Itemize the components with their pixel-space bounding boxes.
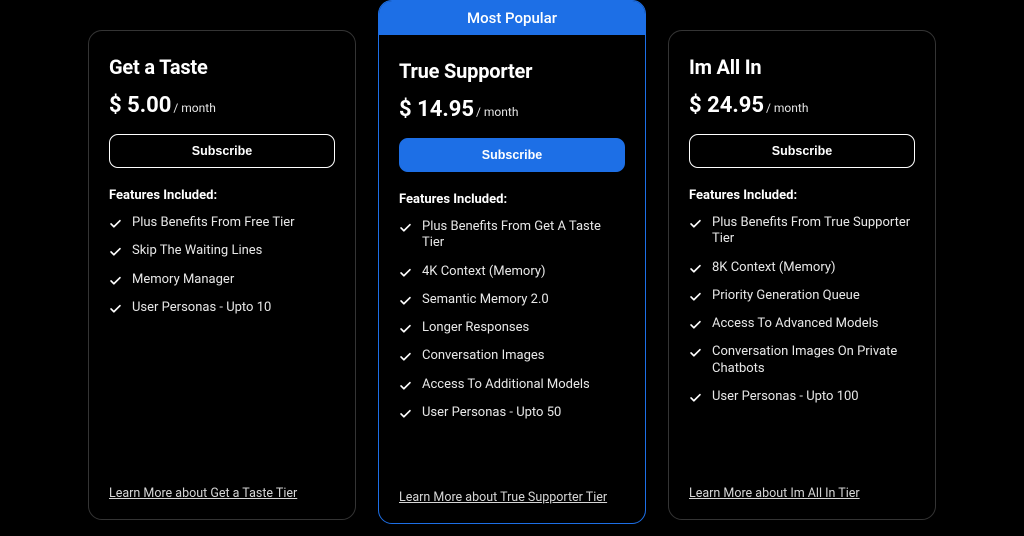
feature-list: Plus Benefits From Free Tier Skip The Wai… [109, 215, 335, 316]
feature-item: Plus Benefits From True Supporter Tier [689, 215, 915, 248]
subscribe-button[interactable]: Subscribe [689, 134, 915, 168]
features-heading: Features Included: [399, 192, 625, 207]
tier-price: $ 24.95 [689, 93, 764, 118]
feature-text: Access To Advanced Models [712, 316, 879, 332]
feature-item: User Personas - Upto 100 [689, 389, 915, 405]
feature-item: Semantic Memory 2.0 [399, 292, 625, 308]
most-popular-badge: Most Popular [379, 1, 645, 35]
price-row: $ 5.00 / month [109, 93, 335, 118]
feature-text: Plus Benefits From Get A Taste Tier [422, 219, 625, 252]
check-icon [399, 266, 412, 279]
feature-item: Access To Additional Models [399, 377, 625, 393]
feature-text: Conversation Images [422, 348, 545, 364]
tier-price: $ 5.00 [109, 93, 171, 118]
pricing-card-im-all-in: Im All In $ 24.95 / month Subscribe Feat… [668, 30, 936, 520]
feature-text: Longer Responses [422, 320, 529, 336]
tier-period: / month [173, 101, 215, 115]
price-row: $ 24.95 / month [689, 93, 915, 118]
feature-item: Longer Responses [399, 320, 625, 336]
check-icon [109, 302, 122, 315]
check-icon [109, 217, 122, 230]
subscribe-button[interactable]: Subscribe [399, 138, 625, 172]
feature-text: Skip The Waiting Lines [132, 243, 262, 259]
feature-item: Priority Generation Queue [689, 288, 915, 304]
feature-item: User Personas - Upto 10 [109, 300, 335, 316]
check-icon [689, 318, 702, 331]
feature-item: Skip The Waiting Lines [109, 243, 335, 259]
subscribe-button[interactable]: Subscribe [109, 134, 335, 168]
check-icon [399, 221, 412, 234]
check-icon [689, 290, 702, 303]
feature-item: Access To Advanced Models [689, 316, 915, 332]
tier-period: / month [476, 105, 518, 119]
check-icon [399, 350, 412, 363]
pricing-card-get-a-taste: Get a Taste $ 5.00 / month Subscribe Fea… [88, 30, 356, 520]
feature-text: User Personas - Upto 100 [712, 389, 859, 405]
tier-price: $ 14.95 [399, 97, 474, 122]
check-icon [689, 346, 702, 359]
feature-text: Conversation Images On Private Chatbots [712, 344, 915, 377]
feature-text: 4K Context (Memory) [422, 264, 546, 280]
check-icon [109, 274, 122, 287]
check-icon [689, 217, 702, 230]
feature-text: Memory Manager [132, 272, 234, 288]
check-icon [399, 379, 412, 392]
feature-list: Plus Benefits From Get A Taste Tier 4K Co… [399, 219, 625, 421]
price-row: $ 14.95 / month [399, 97, 625, 122]
check-icon [399, 294, 412, 307]
check-icon [689, 262, 702, 275]
feature-text: Plus Benefits From Free Tier [132, 215, 295, 231]
feature-item: 4K Context (Memory) [399, 264, 625, 280]
feature-item: User Personas - Upto 50 [399, 405, 625, 421]
learn-more-link[interactable]: Learn More about True Supporter Tier [399, 470, 625, 505]
tier-title: Get a Taste [109, 55, 335, 79]
feature-text: Plus Benefits From True Supporter Tier [712, 215, 915, 248]
features-heading: Features Included: [689, 188, 915, 203]
feature-item: 8K Context (Memory) [689, 260, 915, 276]
check-icon [689, 391, 702, 404]
feature-text: Semantic Memory 2.0 [422, 292, 549, 308]
tier-period: / month [766, 101, 808, 115]
pricing-card-true-supporter: Most Popular True Supporter $ 14.95 / mo… [378, 0, 646, 524]
learn-more-link[interactable]: Learn More about Get a Taste Tier [109, 466, 335, 501]
feature-item: Plus Benefits From Free Tier [109, 215, 335, 231]
features-heading: Features Included: [109, 188, 335, 203]
check-icon [109, 245, 122, 258]
check-icon [399, 407, 412, 420]
feature-text: User Personas - Upto 50 [422, 405, 561, 421]
feature-item: Conversation Images [399, 348, 625, 364]
feature-text: User Personas - Upto 10 [132, 300, 271, 316]
feature-text: Priority Generation Queue [712, 288, 860, 304]
feature-item: Memory Manager [109, 272, 335, 288]
tier-title: True Supporter [399, 59, 625, 83]
feature-text: 8K Context (Memory) [712, 260, 836, 276]
pricing-row: Get a Taste $ 5.00 / month Subscribe Fea… [0, 0, 1024, 524]
feature-item: Conversation Images On Private Chatbots [689, 344, 915, 377]
learn-more-link[interactable]: Learn More about Im All In Tier [689, 466, 915, 501]
feature-item: Plus Benefits From Get A Taste Tier [399, 219, 625, 252]
tier-title: Im All In [689, 55, 915, 79]
feature-list: Plus Benefits From True Supporter Tier 8K… [689, 215, 915, 405]
check-icon [399, 322, 412, 335]
feature-text: Access To Additional Models [422, 377, 590, 393]
